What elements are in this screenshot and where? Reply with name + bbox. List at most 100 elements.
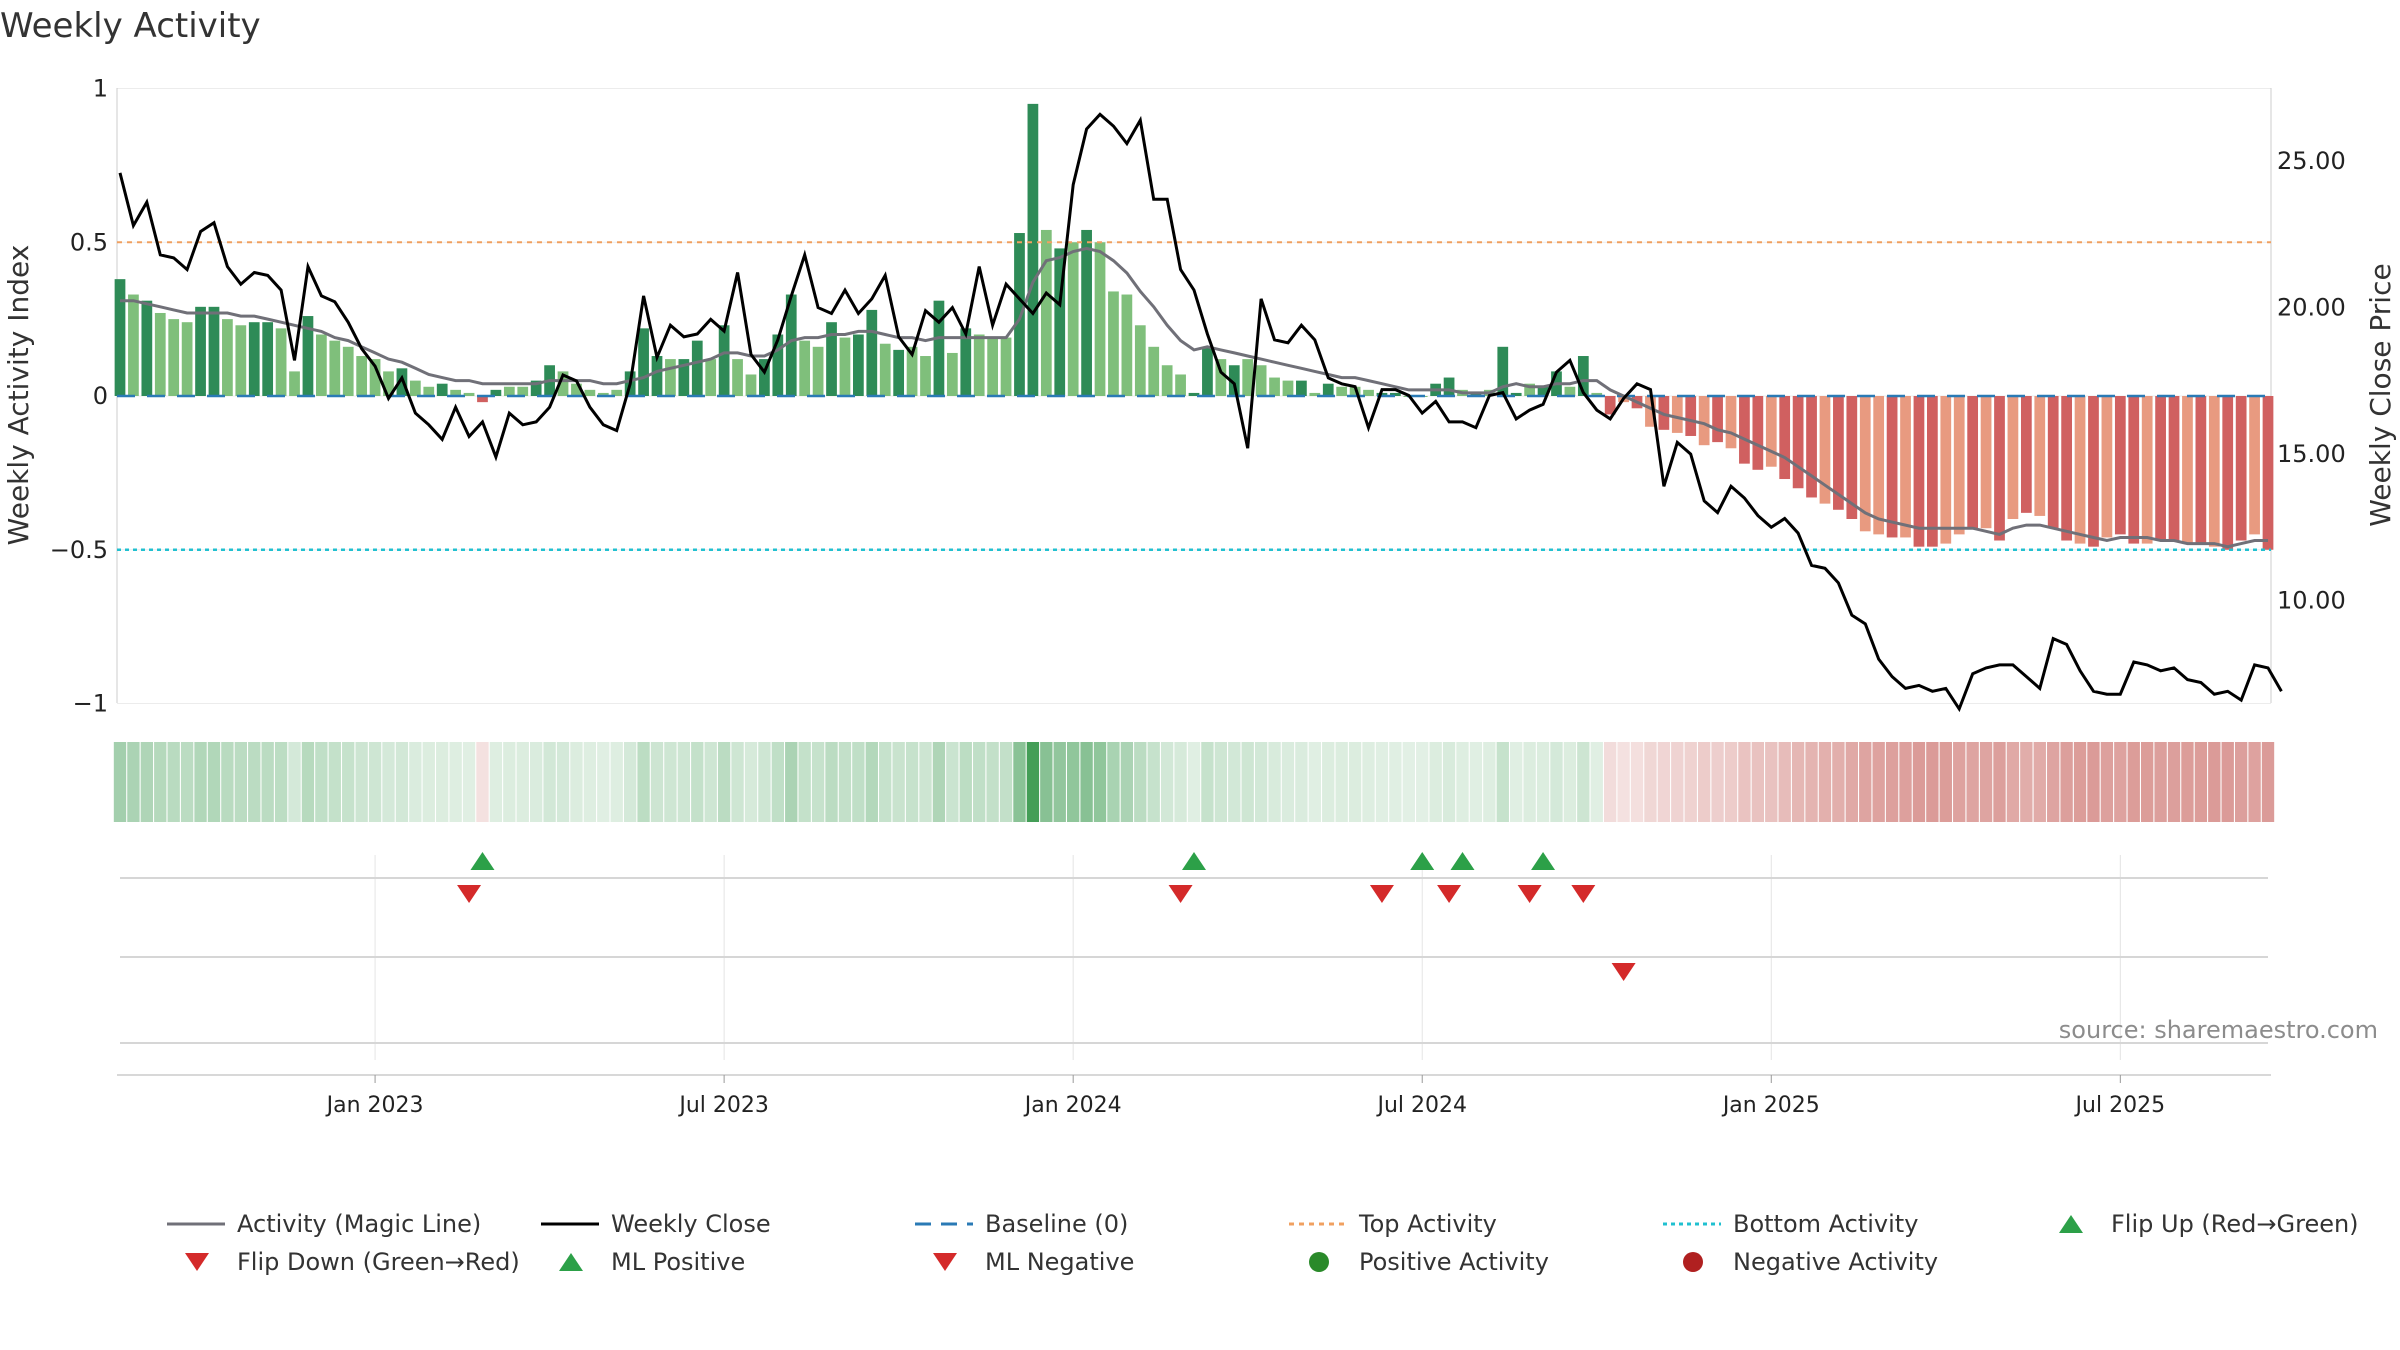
legend-label: ML Positive — [611, 1248, 745, 1276]
heat-cell — [1308, 742, 1322, 822]
activity-bar — [826, 322, 837, 396]
heat-cell — [1563, 742, 1577, 822]
activity-bar — [893, 349, 905, 396]
heat-cell — [1429, 742, 1442, 822]
heat-cell — [1174, 742, 1187, 822]
activity-bar — [195, 306, 206, 396]
activity-bar — [2222, 396, 2234, 550]
heat-cell — [1254, 742, 1268, 822]
heat-cell — [1510, 742, 1523, 822]
activity-bar — [2262, 396, 2274, 550]
heat-cell — [2047, 742, 2060, 822]
legend-label: ML Negative — [985, 1248, 1134, 1276]
heat-cell — [1416, 742, 1429, 822]
legend-label: Positive Activity — [1359, 1248, 1549, 1276]
activity-bar — [812, 346, 824, 396]
heat-cell — [194, 742, 207, 822]
heat-cell — [1577, 742, 1590, 822]
activity-bar — [1376, 392, 1388, 396]
activity-bar — [1806, 396, 1817, 498]
legend-swatch-triangle — [933, 1253, 957, 1271]
legend: Activity (Magic Line) Weekly Close Baselin… — [167, 1210, 2359, 1276]
grid-lines — [116, 88, 2272, 1060]
heat-cell — [328, 742, 341, 822]
flip-up-marker — [1450, 852, 1475, 870]
activity-bar — [1282, 380, 1294, 396]
activity-bar — [222, 319, 233, 396]
activity-bar — [503, 386, 515, 396]
flip-up-marker — [1182, 852, 1206, 870]
activity-bar — [1215, 359, 1227, 396]
activity-bar — [490, 389, 502, 396]
heat-cell — [1456, 742, 1469, 822]
activity-bar — [396, 368, 408, 396]
activity-bar — [772, 334, 784, 396]
heat-cell — [2154, 742, 2167, 822]
reference-lines — [117, 241, 2271, 551]
heat-cell — [1496, 742, 1509, 822]
activity-bar — [1792, 396, 1804, 489]
heat-cell — [919, 742, 932, 822]
activity-bar — [1833, 396, 1844, 510]
activity-bar — [1188, 392, 1200, 396]
activity-bar — [1054, 248, 1066, 396]
legend-label: Activity (Magic Line) — [237, 1210, 481, 1238]
heat-cell — [597, 742, 610, 822]
activity-bar — [2074, 396, 2086, 544]
activity-bar — [1134, 325, 1146, 396]
heat-cell — [1832, 742, 1845, 822]
activity-bar — [906, 346, 918, 396]
heat-cell — [1013, 742, 1026, 822]
heat-cell — [704, 742, 717, 822]
flip-up-marker — [470, 852, 495, 870]
legend-label: Baseline (0) — [985, 1210, 1128, 1238]
activity-bar — [866, 309, 878, 396]
heat-cell — [1966, 742, 1979, 822]
activity-bar — [1148, 346, 1160, 396]
heat-cell — [1483, 742, 1496, 822]
activity-bar — [987, 337, 998, 396]
heat-cell — [986, 742, 999, 822]
heat-cell — [248, 742, 261, 822]
heat-cell — [2194, 742, 2208, 822]
heat-cell — [1657, 742, 1671, 822]
heat-cell — [1134, 742, 1147, 822]
heat-cell — [1026, 742, 1040, 822]
activity-bar — [316, 334, 327, 396]
activity-bar — [1980, 396, 1992, 529]
legend-swatch-triangle — [559, 1253, 583, 1271]
activity-bar — [2155, 396, 2166, 541]
activity-bar — [1604, 396, 1616, 415]
heat-cell — [1147, 742, 1160, 822]
activity-bar — [1886, 396, 1898, 538]
heat-cell — [1214, 742, 1228, 822]
heat-cell — [798, 742, 811, 822]
heat-cell — [959, 742, 972, 822]
activity-bars — [114, 103, 2274, 550]
activity-bar — [1014, 233, 1025, 396]
activity-bar — [785, 294, 797, 396]
activity-bar — [946, 352, 958, 396]
activity-bar — [597, 392, 609, 396]
activity-bar — [611, 389, 623, 396]
heat-cell — [355, 742, 368, 822]
y-tick-label-left: 0 — [93, 382, 108, 410]
activity-bar — [369, 359, 381, 396]
activity-bar — [1242, 359, 1254, 396]
heat-cell — [154, 742, 167, 822]
activity-bar — [2034, 396, 2046, 516]
activity-bar — [477, 396, 488, 403]
activity-bar — [1537, 386, 1549, 396]
activity-bar — [2061, 396, 2072, 541]
activity-bar — [839, 337, 851, 396]
activity-bar — [1671, 396, 1683, 433]
activity-bar — [1739, 396, 1750, 464]
heat-cell — [1335, 742, 1348, 822]
heat-cell — [570, 742, 583, 822]
heat-cell — [1241, 742, 1254, 822]
y-tick-label-right: 15.00 — [2277, 440, 2346, 468]
activity-bar — [1524, 383, 1535, 396]
activity-bar — [2128, 396, 2140, 544]
activity-bar — [1712, 396, 1723, 443]
